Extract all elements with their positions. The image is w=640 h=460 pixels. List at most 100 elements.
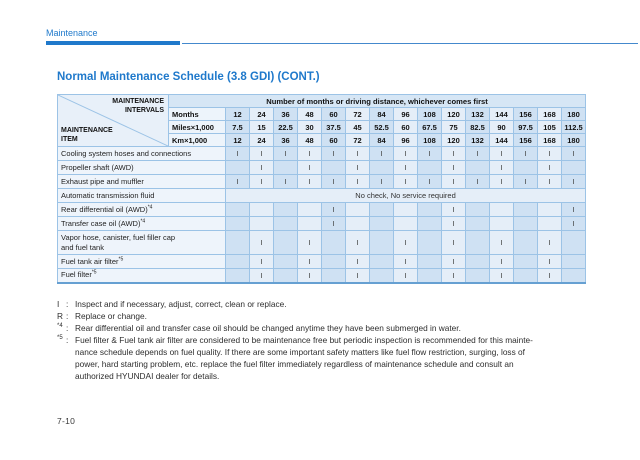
- corner-label-line: MAINTENANCE: [112, 98, 164, 105]
- footnote-ref: *4: [57, 323, 63, 330]
- footnote: R: Replace or change.: [57, 310, 533, 322]
- mark-cell: [321, 268, 346, 283]
- mark-cell: I: [321, 174, 346, 189]
- interval-value-cell: 90: [489, 120, 514, 134]
- mark-cell: I: [297, 268, 322, 283]
- mark-cell: [273, 230, 298, 255]
- mark-cell: [225, 216, 250, 231]
- mark-cell: [417, 268, 442, 283]
- mark-cell: I: [537, 254, 562, 269]
- breadcrumb: Maintenance: [46, 28, 98, 38]
- mark-cell: [513, 268, 538, 283]
- mark-cell: [297, 216, 322, 231]
- interval-value-cell: 132: [465, 107, 490, 121]
- footnote-marker: *5: [57, 334, 63, 346]
- maintenance-intervals-label: MAINTENANCE INTERVALS: [112, 97, 164, 115]
- interval-value-cell: 60: [393, 120, 418, 134]
- mark-cell: I: [249, 230, 274, 255]
- header-rule-line: [182, 43, 638, 44]
- interval-label-cell: Months: [168, 107, 226, 121]
- item-label-cell: Exhaust pipe and muffler: [57, 174, 226, 189]
- mark-cell: I: [441, 202, 466, 217]
- footnote-text-line: authorized HYUNDAI dealer for details.: [75, 371, 220, 381]
- interval-value-cell: 132: [465, 133, 490, 147]
- mark-cell: I: [249, 254, 274, 269]
- mark-cell: [560, 230, 587, 255]
- mark-cell: I: [321, 146, 346, 161]
- mark-cell: I: [249, 146, 274, 161]
- interval-value-cell: 156: [513, 133, 538, 147]
- interval-value-cell: 37.5: [321, 120, 346, 134]
- footnote-ref: *4: [147, 204, 153, 210]
- interval-value-cell: 12: [225, 107, 250, 121]
- interval-value-cell: 108: [417, 107, 442, 121]
- mark-cell: I: [441, 216, 466, 231]
- mark-cell: [465, 268, 490, 283]
- mark-cell: [225, 268, 250, 283]
- mark-cell: [513, 202, 538, 217]
- mark-cell: [225, 230, 250, 255]
- footnote: *5: Fuel filter & Fuel tank air filter ar…: [57, 334, 533, 382]
- mark-cell: [560, 254, 587, 269]
- mark-cell: I: [417, 146, 442, 161]
- item-label-cell: Propeller shaft (AWD): [57, 160, 226, 175]
- corner-label-line: ITEM: [61, 136, 78, 143]
- interval-value-cell: 24: [249, 133, 274, 147]
- mark-cell: [465, 230, 490, 255]
- mark-cell: I: [225, 146, 250, 161]
- mark-cell: I: [393, 254, 418, 269]
- mark-cell: I: [393, 160, 418, 175]
- interval-value-cell: 156: [513, 107, 538, 121]
- corner-cell: MAINTENANCE INTERVALS MAINTENANCE ITEM: [57, 94, 169, 147]
- item-label-cell: Rear differential oil (AWD)*4: [57, 202, 226, 217]
- mark-cell: I: [393, 174, 418, 189]
- footnote-text: Fuel filter & Fuel tank air filter are c…: [75, 334, 533, 382]
- interval-value-cell: 12: [225, 133, 250, 147]
- item-row: Fuel filter*5 I I I I I I I: [57, 268, 587, 283]
- footnote-text: Inspect and if necessary, adjust, correc…: [75, 298, 533, 310]
- mark-cell: I: [345, 268, 370, 283]
- item-row: Vapor hose, canister, fuel filler cap and…: [57, 230, 587, 255]
- mark-cell: I: [560, 202, 587, 217]
- footnote-text-line: Rear differential oil and transfer case …: [75, 323, 461, 333]
- corner-label-line: INTERVALS: [124, 107, 164, 114]
- mark-cell: [465, 216, 490, 231]
- mark-cell: I: [489, 174, 514, 189]
- mark-cell: I: [489, 268, 514, 283]
- mark-cell: I: [249, 268, 274, 283]
- interval-value-cell: 84: [369, 133, 394, 147]
- interval-value-cell: 7.5: [225, 120, 250, 134]
- footnote-text-line: Fuel filter & Fuel tank air filter are c…: [75, 335, 533, 345]
- interval-value-cell: 24: [249, 107, 274, 121]
- mark-cell: [537, 216, 562, 231]
- interval-label-cell: Miles×1,000: [168, 120, 226, 134]
- item-row: Propeller shaft (AWD) I I I I I I I: [57, 160, 587, 175]
- interval-value-cell: 48: [297, 133, 322, 147]
- mark-cell: I: [441, 254, 466, 269]
- mark-cell: I: [560, 216, 587, 231]
- interval-value-cell: 48: [297, 107, 322, 121]
- footnote-colon: :: [66, 311, 69, 321]
- mark-cell: [560, 160, 587, 175]
- footnote-text-line: Replace or change.: [75, 311, 147, 321]
- mark-cell: [465, 254, 490, 269]
- interval-value-cell: 180: [560, 107, 587, 121]
- mark-cell: I: [560, 146, 587, 161]
- footnote-colon: :: [66, 323, 69, 333]
- item-row: Automatic transmission fluid No check, No…: [57, 188, 587, 203]
- mark-cell: I: [441, 146, 466, 161]
- item-row: Fuel tank air filter*5 I I I I I I I: [57, 254, 587, 269]
- mark-cell: [417, 230, 442, 255]
- interval-value-cell: 168: [537, 133, 562, 147]
- mark-cell: I: [513, 146, 538, 161]
- page-title: Normal Maintenance Schedule (3.8 GDI) (C…: [57, 71, 320, 83]
- maintenance-schedule-table-wrap: MAINTENANCE INTERVALS MAINTENANCE ITEM Numbe…: [57, 94, 587, 284]
- mark-cell: [513, 160, 538, 175]
- maintenance-table-body: MAINTENANCE INTERVALS MAINTENANCE ITEM Numbe…: [57, 94, 587, 283]
- mark-cell: I: [393, 146, 418, 161]
- breadcrumb-underline-bar: [46, 41, 180, 45]
- mark-cell: I: [225, 174, 250, 189]
- interval-value-cell: 67.5: [417, 120, 442, 134]
- mark-cell: I: [441, 160, 466, 175]
